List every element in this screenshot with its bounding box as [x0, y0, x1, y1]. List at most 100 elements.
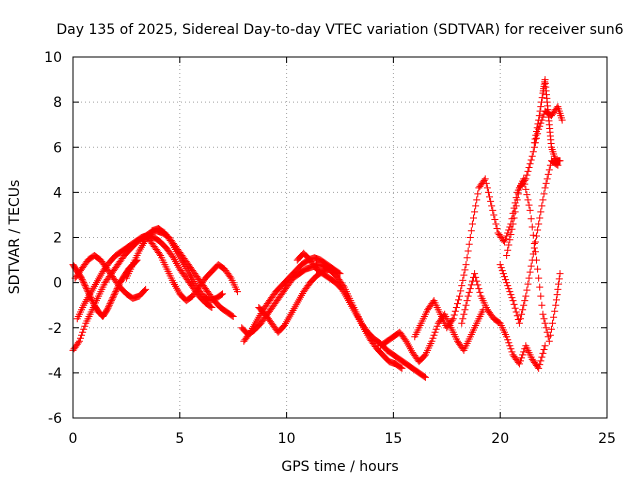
data-point	[398, 364, 406, 372]
data-point	[542, 179, 550, 187]
data-point	[464, 247, 472, 255]
data-point	[510, 300, 518, 308]
data-point	[508, 294, 516, 302]
data-point	[515, 360, 523, 368]
data-point	[534, 226, 542, 234]
data-point	[528, 152, 536, 160]
data-point	[539, 196, 547, 204]
data-point	[111, 289, 119, 297]
data-point	[527, 215, 535, 223]
data-point	[553, 161, 561, 169]
data-point	[467, 227, 475, 235]
data-point	[226, 273, 234, 281]
data-point	[530, 139, 538, 147]
data-point	[455, 296, 463, 304]
data-point	[524, 280, 532, 288]
data-point	[509, 297, 517, 305]
data-point	[524, 196, 532, 204]
data-point	[519, 306, 527, 314]
data-point	[552, 301, 560, 309]
data-point	[510, 214, 518, 222]
data-point	[527, 156, 535, 164]
data-point	[476, 288, 484, 296]
data-point	[555, 280, 563, 288]
data-point	[397, 364, 405, 372]
data-point	[456, 292, 464, 300]
data-point	[540, 190, 548, 198]
data-point	[431, 328, 439, 336]
data-point	[526, 206, 534, 214]
data-point	[461, 306, 469, 314]
data-point	[554, 285, 562, 293]
chart-title: Day 135 of 2025, Sidereal Day-to-day VTE…	[56, 22, 623, 38]
data-point	[82, 283, 90, 291]
data-point	[527, 262, 535, 270]
data-point	[540, 315, 548, 323]
data-point	[553, 291, 561, 299]
data-point	[156, 250, 164, 258]
data-point	[488, 202, 496, 210]
data-point	[504, 282, 512, 290]
data-point	[461, 266, 469, 274]
data-point	[430, 331, 438, 339]
data-point	[78, 274, 86, 282]
data-point	[459, 276, 467, 284]
data-point	[468, 220, 476, 228]
data-point	[448, 316, 456, 324]
data-point	[507, 230, 515, 238]
y-axis-label: SDTVAR / TECUs	[7, 180, 23, 295]
data-point	[523, 191, 531, 199]
data-point	[81, 282, 89, 290]
data-point	[519, 351, 527, 359]
data-point	[89, 298, 97, 306]
data-point	[336, 270, 344, 278]
data-point	[536, 214, 544, 222]
data-point	[518, 310, 526, 318]
data-point	[546, 161, 554, 169]
x-axis-label: GPS time / hours	[281, 459, 398, 475]
data-point	[538, 94, 546, 102]
y-tick-label: -4	[48, 366, 62, 382]
data-point	[504, 336, 512, 344]
data-point	[483, 184, 491, 192]
data-point	[504, 246, 512, 254]
data-point	[537, 292, 545, 300]
data-point	[490, 211, 498, 219]
data-point	[80, 279, 88, 287]
data-point	[546, 331, 554, 339]
x-tick-label: 10	[278, 431, 296, 447]
data-point	[472, 273, 480, 281]
data-point	[535, 220, 543, 228]
data-point	[107, 297, 115, 305]
data-point	[80, 280, 88, 288]
data-point	[78, 331, 86, 339]
data-point	[105, 303, 113, 311]
data-point	[518, 354, 526, 362]
data-point	[538, 353, 546, 361]
data-point	[531, 238, 539, 246]
data-point	[463, 297, 471, 305]
data-point	[516, 357, 524, 365]
data-point	[496, 261, 504, 269]
data-point	[76, 334, 84, 342]
data-point	[105, 301, 113, 309]
x-tick-label: 15	[384, 431, 402, 447]
data-point	[508, 225, 516, 233]
series-prn-k	[377, 306, 487, 366]
data-point	[505, 241, 513, 249]
data-point	[541, 184, 549, 192]
series-prn-d	[71, 252, 150, 302]
data-point	[466, 285, 474, 293]
data-point	[511, 304, 519, 312]
data-point	[432, 325, 440, 333]
data-point	[533, 124, 541, 132]
data-point	[219, 290, 227, 298]
data-point	[541, 342, 549, 350]
data-point	[470, 214, 477, 222]
data-point	[503, 252, 511, 260]
y-tick-label: 4	[53, 185, 62, 201]
data-point	[429, 334, 437, 342]
data-point	[549, 319, 557, 327]
data-point	[535, 112, 543, 120]
data-point	[487, 197, 495, 205]
